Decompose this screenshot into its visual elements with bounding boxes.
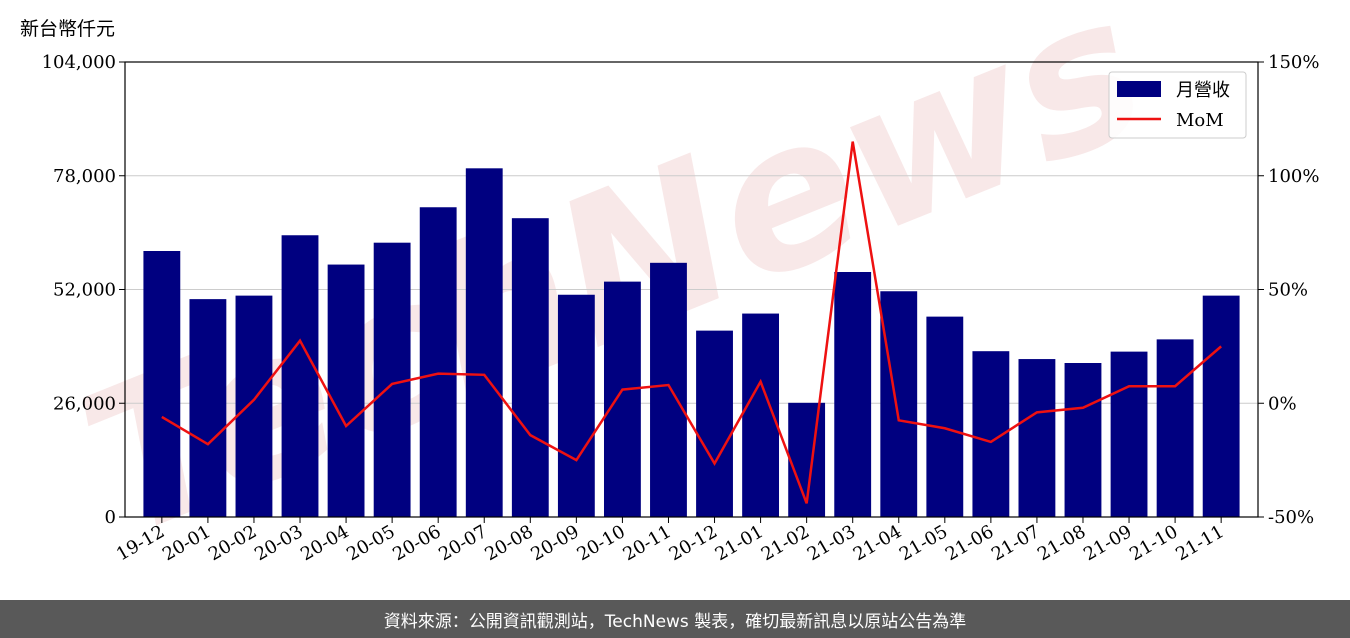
- bar: [1110, 351, 1148, 517]
- bar: [1202, 295, 1240, 517]
- bar: [235, 295, 273, 517]
- bar: [327, 264, 365, 517]
- y-left-tick-label: 26,000: [53, 393, 116, 414]
- x-tick-label: 21-04: [850, 521, 905, 565]
- mom-series-line: [161, 141, 1222, 504]
- x-tick-label: 20-04: [297, 521, 352, 565]
- y-right-tick-label: 150%: [1268, 52, 1319, 73]
- x-tick-label: 20-07: [435, 521, 490, 565]
- x-tick-label: 20-11: [620, 521, 675, 565]
- y-left-tick-label: 104,000: [42, 52, 116, 73]
- bar: [189, 299, 227, 517]
- y-left-tick-label: 78,000: [53, 166, 116, 187]
- bar: [511, 218, 549, 517]
- bar: [465, 168, 503, 517]
- x-tick-label: 21-07: [988, 521, 1043, 565]
- x-tick-label: 21-02: [758, 521, 813, 565]
- bar: [926, 316, 964, 517]
- x-tick-label: 21-10: [1126, 521, 1181, 565]
- bar: [419, 207, 457, 517]
- x-tick-label: 20-12: [666, 521, 721, 565]
- y-right-tick-label: 0%: [1268, 393, 1297, 414]
- bar: [1156, 339, 1194, 517]
- x-tick-label: 21-08: [1034, 521, 1089, 565]
- bar: [557, 294, 595, 517]
- bar: [1064, 363, 1102, 517]
- mom-line: [161, 141, 1222, 504]
- x-tick-label: 21-06: [942, 521, 997, 565]
- legend: 月營收 MoM: [1108, 71, 1247, 139]
- x-tick-label: 21-01: [712, 521, 767, 565]
- legend-label-mom: MoM: [1176, 110, 1224, 131]
- x-tick-label: 20-06: [389, 521, 444, 565]
- y-left-tick-label: 52,000: [53, 280, 116, 301]
- x-tick-label: 20-05: [343, 521, 398, 565]
- x-tick-label: 21-05: [896, 521, 951, 565]
- bar: [603, 281, 641, 517]
- bar: [834, 272, 872, 517]
- y-right-tick-label: 100%: [1268, 166, 1319, 187]
- y-axis-unit-label: 新台幣仟元: [20, 18, 116, 40]
- x-tick-label: 20-10: [573, 521, 628, 565]
- y-right-tick-label: 50%: [1268, 280, 1308, 301]
- chart: TechNews 026,00052,00078,000104,000-50%0…: [42, 0, 1320, 583]
- x-tick-label: 21-11: [1172, 521, 1227, 565]
- x-tick-label: 20-09: [527, 521, 582, 565]
- legend-label-revenue: 月營收: [1176, 80, 1230, 101]
- footer-source-note: 資料來源：公開資訊觀測站，TechNews 製表，確切最新訊息以原站公告為準: [0, 600, 1350, 638]
- bar: [1018, 359, 1056, 517]
- y-right-tick-label: -50%: [1268, 507, 1314, 528]
- x-tick-label: 20-08: [481, 521, 536, 565]
- bar: [880, 291, 918, 517]
- revenue-bars: [143, 168, 1240, 517]
- bar: [650, 262, 687, 517]
- legend-bar-swatch: [1117, 81, 1161, 97]
- y-left-tick-label: 0: [105, 507, 116, 528]
- x-tick-label: 21-09: [1080, 521, 1135, 565]
- bar: [373, 242, 411, 517]
- bar: [696, 330, 733, 517]
- bar: [143, 251, 181, 517]
- bar: [281, 235, 319, 517]
- x-tick-label: 21-03: [804, 521, 859, 565]
